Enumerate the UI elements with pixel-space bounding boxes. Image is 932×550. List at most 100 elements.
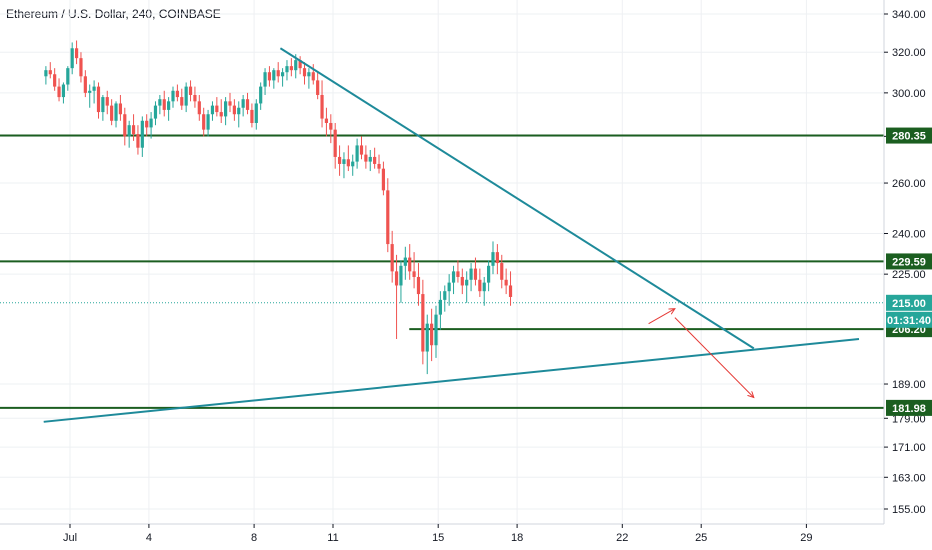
candle-body <box>44 70 48 77</box>
candle-body <box>443 291 447 300</box>
x-tick-label: 15 <box>432 532 444 544</box>
trendlines <box>43 47 860 423</box>
candle-body <box>386 190 390 245</box>
candle-body <box>316 80 320 95</box>
x-tick-label: 11 <box>327 532 338 544</box>
candle-body <box>285 66 289 73</box>
candle-body <box>241 99 245 108</box>
candle-body <box>491 252 495 266</box>
candle-body <box>307 72 311 77</box>
candle-body <box>438 299 442 315</box>
y-tick-label: 163.00 <box>892 472 926 484</box>
candle-body <box>74 48 79 59</box>
candle-body <box>320 94 324 119</box>
candle-body <box>53 74 57 87</box>
candle-body <box>118 103 123 115</box>
candle-body <box>245 99 250 110</box>
candle-body <box>324 118 329 123</box>
countdown-badge-bg <box>886 311 932 328</box>
y-tick-label: 240.00 <box>892 228 926 240</box>
candle-body <box>254 103 258 123</box>
y-tick-label: 189.00 <box>892 379 926 391</box>
candle-body <box>210 105 215 115</box>
candle-body <box>280 72 285 77</box>
candle-body <box>416 276 421 295</box>
candle-body <box>206 114 210 130</box>
candle-body <box>451 271 456 283</box>
candle-body <box>110 105 114 121</box>
candle-body <box>259 86 263 104</box>
candle-body <box>193 94 197 102</box>
candle-body <box>373 156 377 164</box>
candle-body <box>57 86 61 98</box>
x-tick-label: 22 <box>616 532 628 544</box>
y-tick-label: 155.00 <box>892 504 926 516</box>
trendline-descending <box>279 47 755 350</box>
candle-body <box>276 70 280 77</box>
candle-body <box>188 86 193 95</box>
x-tick-label: 18 <box>511 532 523 544</box>
candle-body <box>250 109 254 123</box>
candle-body <box>263 72 267 87</box>
candle-body <box>83 76 87 93</box>
candle-body <box>351 161 355 167</box>
candle-body <box>311 72 315 81</box>
candle-body <box>136 134 140 148</box>
level-badge-bg <box>886 127 932 144</box>
candle-body <box>96 86 101 113</box>
level-badge: 229.59 <box>892 256 926 268</box>
candle-body <box>298 60 302 69</box>
candle-body <box>232 105 236 115</box>
candle-body <box>368 156 372 162</box>
candle-body <box>175 90 179 98</box>
candle-body <box>127 125 131 137</box>
x-tick-label: 29 <box>800 532 812 544</box>
candle-body <box>267 72 272 81</box>
candle-body <box>114 103 118 121</box>
candle-body <box>180 97 184 106</box>
candle-body <box>184 86 188 106</box>
candle-body <box>434 314 438 346</box>
candle-body <box>504 279 508 286</box>
y-tick-label: 171.00 <box>892 442 926 454</box>
candle-body <box>215 105 219 113</box>
y-tick-label: 340.00 <box>892 9 926 21</box>
candle-body <box>456 271 460 277</box>
projection-arrow <box>674 317 754 398</box>
level-badge: 280.35 <box>892 131 926 143</box>
candle-body <box>460 276 464 286</box>
x-tick-label: 4 <box>146 532 152 544</box>
candle-body <box>70 48 74 69</box>
candle-body <box>482 282 486 292</box>
candle-body <box>289 66 293 71</box>
y-tick-label: 260.00 <box>892 178 926 190</box>
candle-body <box>153 105 158 119</box>
candle-body <box>333 129 337 157</box>
candle-body <box>79 58 83 77</box>
candle-body <box>465 279 469 286</box>
level-badge-bg <box>886 399 932 416</box>
candle-body <box>329 122 333 130</box>
candle-body <box>408 257 412 272</box>
candle-body <box>88 90 92 93</box>
countdown-badge: 01:31:40 <box>887 315 931 327</box>
level-badge: 181.98 <box>892 403 926 415</box>
candle-body <box>294 60 298 71</box>
candle-body <box>425 323 429 352</box>
candle-body <box>237 107 241 115</box>
candle-body <box>302 68 307 77</box>
candle-body <box>66 68 70 85</box>
candle-body <box>403 257 407 266</box>
candle-body <box>202 114 206 130</box>
candle-body <box>359 145 364 155</box>
candle-body <box>355 145 359 162</box>
candle-body <box>377 163 381 169</box>
candle-body <box>272 70 276 81</box>
candle-body <box>421 294 425 352</box>
candle-body <box>447 282 451 292</box>
x-tick-label: Jul <box>63 532 77 544</box>
candle-body <box>219 112 223 117</box>
candle-body <box>469 268 473 280</box>
